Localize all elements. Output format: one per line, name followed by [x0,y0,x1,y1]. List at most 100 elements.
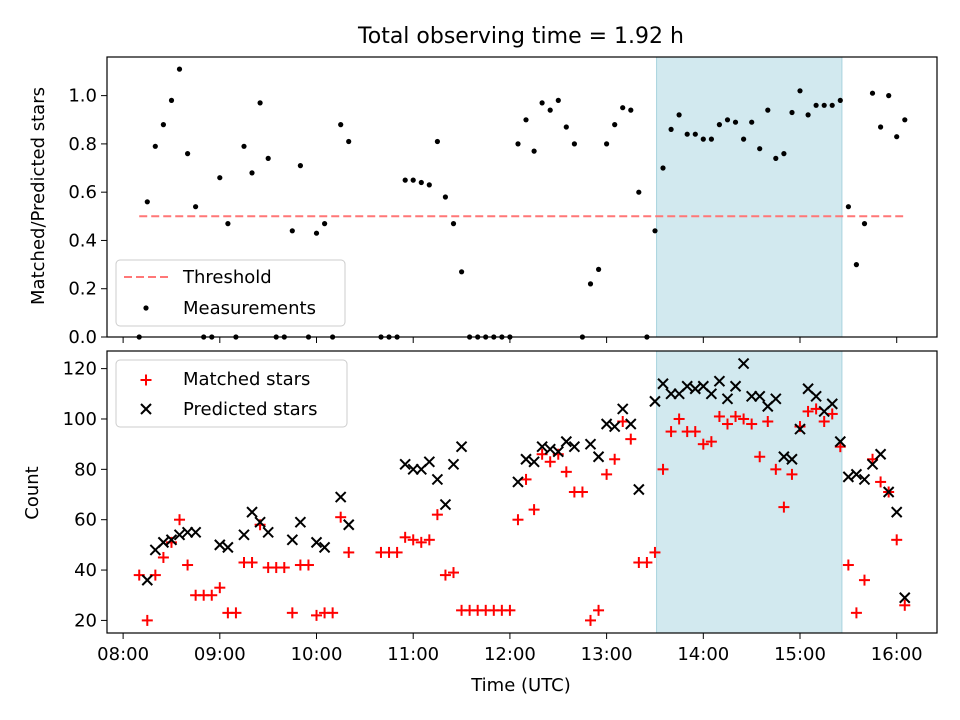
measurement-point [612,122,618,128]
measurement-point [886,93,892,99]
measurement-point [620,105,626,111]
matched-star-point [576,486,588,498]
matched-star-point [891,534,903,546]
measurement-point [676,112,682,118]
matched-star-point [246,557,258,568]
measurement-point [878,124,884,130]
matched-star-point [858,574,870,586]
predicted-star-point [649,395,661,408]
measurement-point [845,204,852,210]
legend-plus-mark [140,374,152,386]
predicted-star-point [173,529,186,541]
matched-star-point [206,589,218,601]
measurement-point [402,177,408,183]
predicted-star-point [592,451,605,463]
measurement-point [257,100,263,106]
ratio-y-tick-label: 1.0 [68,86,97,107]
count-y-tick-label: 100 [63,409,97,430]
measurement-point [555,97,561,103]
predicted-star-point [520,453,532,465]
count-panel: 08:00 09:00 10:00 11:00 12:00 13:00 14:00 15:00… [22,350,938,696]
x-tick-label: 10:00 [291,644,343,665]
matched-star-point [593,604,605,616]
predicted-star-point [560,435,573,448]
legend-matched-label: Matched stars [183,369,310,390]
matched-star-point [826,408,838,420]
matched-star-point [560,466,572,478]
predicted-star-point [625,418,637,430]
legend-measurements-label: Measurements [183,298,316,319]
matched-star-point [770,463,782,475]
measurement-point [176,66,183,72]
matched-star-point [335,511,347,523]
x-tick-label: 08:00 [97,644,149,665]
count-legend: Matched stars Predicted stars [115,359,348,428]
matched-star-point [609,453,621,465]
measurement-point [450,221,457,227]
matched-star-point [230,607,242,619]
matched-star-point [520,473,532,485]
matched-star-point [343,546,355,558]
measurement-point [596,266,602,272]
measurement-point [144,199,150,205]
matched-star-point [302,559,314,571]
predicted-star-point [834,435,847,448]
measurement-point [902,117,908,123]
predicted-star-point [858,473,871,486]
predicted-star-point [431,473,444,486]
measurement-point [587,281,594,287]
measurement-point [789,109,795,116]
predicted-star-point [310,536,323,549]
predicted-star-point [786,453,798,465]
measurement-point [716,122,723,128]
predicted-star-point [552,446,564,458]
predicted-star-point [681,380,693,392]
measurement-point [410,177,416,183]
measurement-point [732,119,739,125]
measurement-point [217,175,223,181]
matched-star-point [141,614,153,626]
ratio-y-tick-label: 0.6 [68,182,97,203]
ratio-y-tick-label: 0.8 [68,134,97,155]
measurement-point [152,143,158,149]
measurement-point [652,228,658,234]
predicted-star-point [222,541,234,554]
measurement-point [757,146,763,152]
legend-matched-swatch [140,374,152,386]
count-y-tick-label: 60 [74,510,97,531]
matched-star-point [899,599,911,611]
legend-measurements-swatch [143,305,149,311]
measurement-point [797,88,803,94]
matched-star-point [625,433,637,445]
x-tick-label: 12:00 [484,644,536,665]
matched-star-point [415,536,427,548]
measurement-point [741,136,747,142]
matched-star-point [528,504,540,516]
predicted-star-point [842,471,855,483]
measurement-point [289,228,295,234]
measurement-point [700,136,706,142]
predicted-star-point [439,498,452,511]
measurement-point [636,189,642,195]
measurement-point [459,269,465,275]
predicted-star-point [729,380,742,392]
legend-predicted-swatch [140,403,152,415]
predicted-star-point [713,375,726,387]
measurement-point [837,97,843,103]
measurement-point [297,163,303,169]
predicted-star-point [891,506,903,518]
legend-predicted-label: Predicted stars [183,399,317,420]
measurement-point [193,204,199,210]
predicted-star-point [568,440,581,453]
predicted-star-point [189,526,202,538]
measurement-point [684,131,690,137]
predicted-star-point [810,390,822,403]
matched-star-point [327,607,339,619]
matched-star-point [738,413,750,425]
matched-star-point [448,567,460,579]
measurement-point [531,148,537,154]
ratio-y-tick-label: 0.2 [68,279,97,300]
predicted-star-point [882,486,895,498]
measurement-point [869,90,876,96]
matched-star-point [157,551,169,563]
